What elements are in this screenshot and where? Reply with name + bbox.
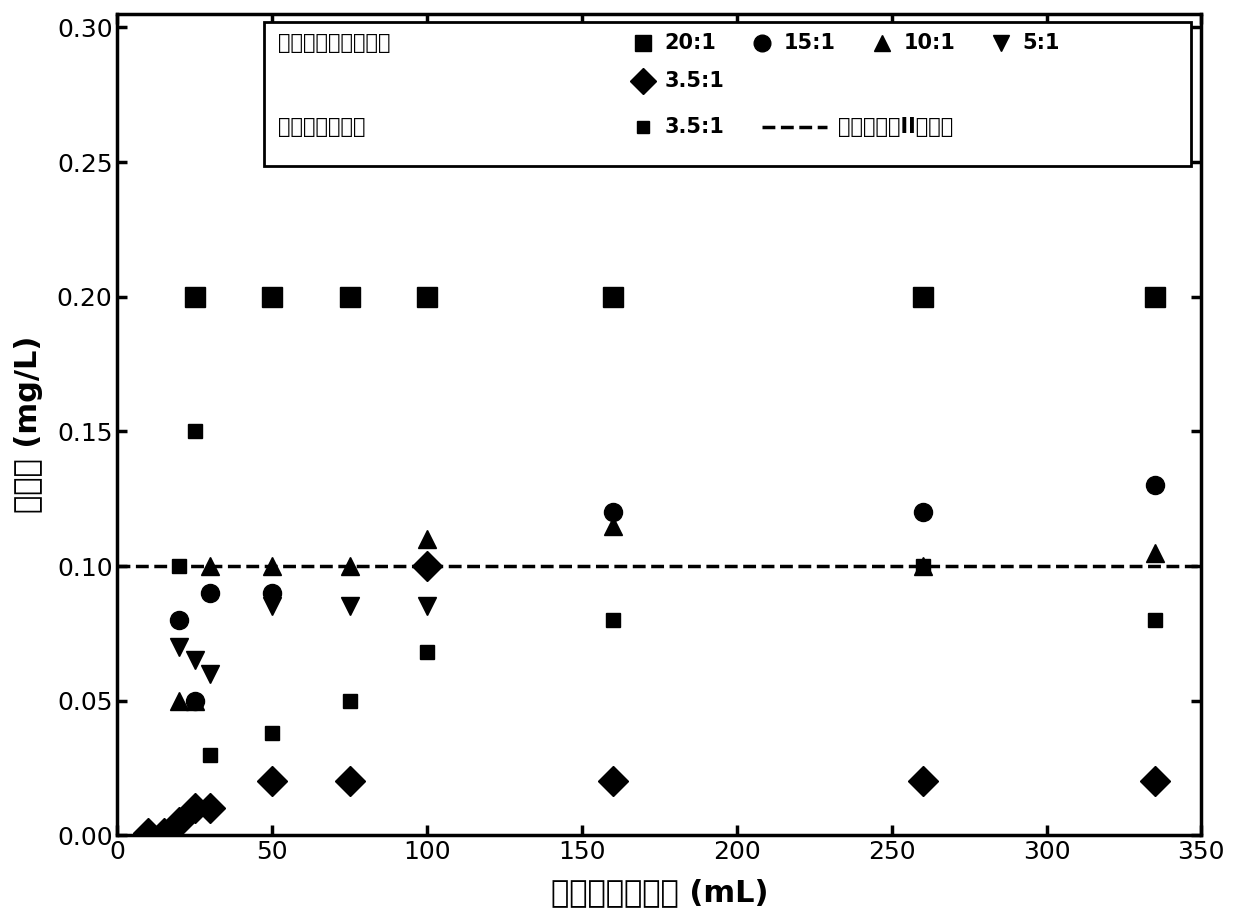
- Text: 负载镌碳复合吸附剂: 负载镌碳复合吸附剂: [278, 32, 390, 52]
- Text: 3.5:1: 3.5:1: [665, 71, 725, 91]
- Text: 中国地表水II类标准: 中国地表水II类标准: [839, 117, 954, 137]
- Y-axis label: 磷浓度 (mg/L): 磷浓度 (mg/L): [14, 336, 43, 513]
- FancyBboxPatch shape: [264, 22, 1191, 166]
- Text: 负载纯镌吸附剂: 负载纯镌吸附剂: [278, 117, 366, 137]
- Text: 3.5:1: 3.5:1: [665, 117, 725, 137]
- Text: 20:1: 20:1: [665, 32, 716, 52]
- X-axis label: 处理污水的体积 (mL): 处理污水的体积 (mL): [550, 878, 768, 907]
- Text: 5:1: 5:1: [1022, 32, 1061, 52]
- Text: 10:1: 10:1: [903, 32, 955, 52]
- Text: 15:1: 15:1: [784, 32, 836, 52]
